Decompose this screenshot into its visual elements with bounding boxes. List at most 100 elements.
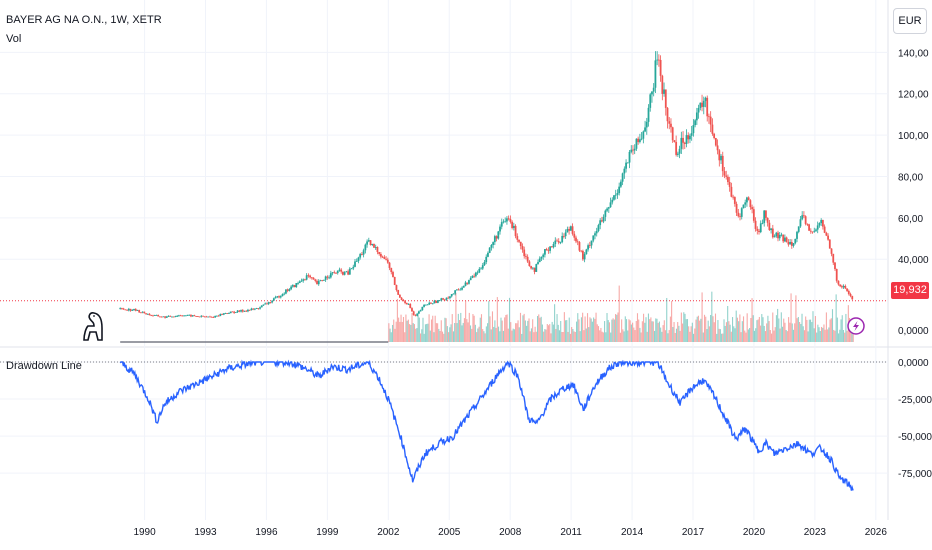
volume-bar bbox=[523, 313, 525, 342]
volume-bar bbox=[711, 291, 713, 342]
volume-bar bbox=[664, 330, 667, 342]
candle-body bbox=[828, 239, 831, 249]
volume-bar bbox=[549, 324, 551, 342]
candle-body bbox=[238, 310, 241, 312]
volume-bar bbox=[560, 321, 562, 342]
x-tick-label: 1993 bbox=[194, 527, 217, 538]
volume-bar bbox=[577, 313, 579, 342]
candle-body bbox=[799, 219, 802, 227]
volume-bar bbox=[512, 328, 514, 342]
candle-body bbox=[673, 140, 676, 142]
volume-bar bbox=[807, 331, 809, 342]
volume-bar bbox=[438, 328, 440, 342]
volume-bar bbox=[595, 312, 597, 342]
candle-body bbox=[820, 219, 823, 224]
volume-bar bbox=[547, 325, 550, 342]
candle-body bbox=[126, 309, 128, 311]
volume-bar bbox=[502, 330, 504, 342]
volume-bar bbox=[824, 329, 826, 342]
volume-bar bbox=[619, 332, 621, 342]
volume-bar bbox=[406, 320, 408, 342]
candle-body bbox=[528, 261, 531, 267]
candle-body bbox=[202, 315, 204, 317]
lightning-icon[interactable] bbox=[847, 317, 865, 335]
volume-bar bbox=[590, 318, 592, 342]
candle-body bbox=[436, 300, 439, 303]
volume-bar bbox=[641, 321, 643, 342]
candle-body bbox=[421, 306, 424, 311]
volume-bar bbox=[816, 332, 818, 342]
candle-body bbox=[535, 264, 538, 272]
candle-body bbox=[689, 135, 691, 140]
volume-bar bbox=[663, 320, 665, 342]
volume-bar bbox=[722, 333, 724, 342]
candle-body bbox=[835, 268, 838, 281]
candle-body bbox=[442, 298, 444, 300]
volume-bar bbox=[462, 322, 464, 342]
volume-bar bbox=[799, 321, 801, 342]
candle-body bbox=[497, 231, 500, 239]
volume-bar bbox=[660, 327, 662, 342]
volume-bar bbox=[682, 323, 684, 342]
x-tick-label: 2011 bbox=[560, 527, 582, 538]
last-price-badge: 19,932 bbox=[891, 282, 929, 299]
volume-bar bbox=[517, 320, 519, 342]
volume-bar bbox=[522, 315, 524, 342]
candle-body bbox=[666, 107, 669, 122]
volume-bar bbox=[417, 312, 419, 342]
candle-body bbox=[509, 218, 512, 222]
candle-body bbox=[191, 315, 194, 317]
candle-body bbox=[366, 241, 368, 245]
candle-body bbox=[549, 246, 552, 251]
candle-body bbox=[797, 226, 800, 232]
volume-bar bbox=[654, 330, 656, 342]
candle-body bbox=[119, 308, 122, 309]
volume-bar bbox=[649, 319, 651, 342]
candle-body bbox=[304, 279, 306, 281]
candle-body bbox=[815, 229, 817, 231]
candle-body bbox=[217, 315, 220, 317]
volume-bar bbox=[734, 328, 736, 342]
candle-body bbox=[297, 283, 299, 284]
candle-body bbox=[400, 297, 403, 300]
candle-body bbox=[714, 138, 717, 146]
candle-body bbox=[730, 186, 733, 197]
candle-body bbox=[393, 276, 396, 285]
candle-body bbox=[214, 315, 217, 318]
candle-body bbox=[566, 229, 569, 233]
volume-bar bbox=[409, 324, 411, 342]
candle-body bbox=[661, 75, 664, 94]
candle-body bbox=[785, 237, 788, 243]
volume-bar bbox=[774, 327, 776, 342]
volume-bar bbox=[602, 332, 604, 342]
candle-body bbox=[711, 124, 714, 134]
volume-bar bbox=[707, 320, 709, 342]
volume-bar bbox=[519, 312, 522, 342]
volume-bar bbox=[461, 325, 463, 342]
candle-body bbox=[720, 155, 722, 161]
volume-bar bbox=[840, 319, 842, 342]
candle-body bbox=[212, 316, 215, 318]
volume-zero-label: 0,0000 bbox=[898, 326, 929, 337]
candle-body bbox=[578, 242, 581, 251]
candle-body bbox=[663, 89, 665, 94]
candle-body bbox=[138, 310, 141, 313]
volume-bar bbox=[459, 320, 461, 342]
dinosaur-logo-icon bbox=[83, 312, 103, 341]
candle-body bbox=[335, 272, 337, 274]
candle-body bbox=[326, 276, 329, 278]
candle-body bbox=[196, 316, 199, 317]
candle-body bbox=[195, 316, 198, 317]
volume-bar bbox=[538, 314, 540, 342]
candle-body bbox=[298, 281, 301, 284]
volume-bar bbox=[764, 331, 767, 342]
volume-bar bbox=[504, 317, 506, 342]
candle-body bbox=[283, 293, 286, 295]
candle-body bbox=[386, 259, 389, 263]
candle-body bbox=[633, 148, 636, 151]
volume-bar bbox=[693, 333, 695, 342]
volume-bar bbox=[773, 330, 775, 342]
currency-button[interactable]: EUR bbox=[893, 8, 927, 34]
volume-bar bbox=[396, 298, 398, 342]
